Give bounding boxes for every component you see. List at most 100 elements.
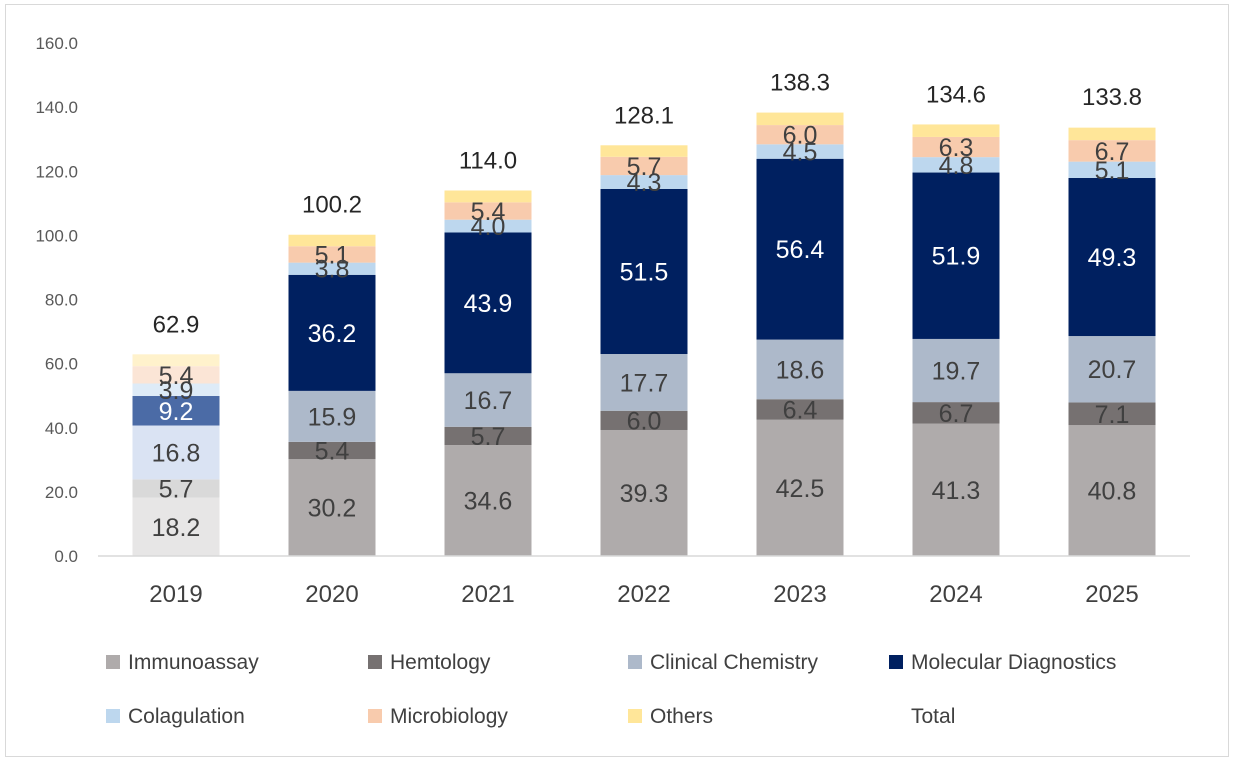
segment-value-label: 7.1	[1095, 401, 1130, 429]
bar-segment-colagulation-2019	[132, 383, 220, 397]
segment-value-label: 43.9	[464, 290, 513, 318]
total-value-label: 138.3	[770, 70, 830, 97]
bar-segment-others-2020	[288, 234, 376, 247]
bar-segment-hemtology-2020	[288, 441, 376, 460]
segment-value-label: 20.7	[1088, 356, 1137, 384]
bars	[132, 112, 1156, 556]
legend-item-colagulation: Colagulation	[106, 705, 245, 728]
segment-value-label: 34.6	[464, 488, 513, 516]
bar-segment-others-2025	[1068, 127, 1156, 141]
legend-label: Hemtology	[390, 651, 491, 674]
y-tick-label: 100.0	[35, 226, 78, 245]
legend-swatch	[368, 655, 382, 669]
segment-value-label: 36.2	[308, 320, 357, 348]
bar-segment-hemtology-2024	[912, 402, 1000, 424]
legend-item-immunoassay: Immunoassay	[106, 651, 259, 674]
segment-value-label: 5.1	[1095, 157, 1130, 185]
bar-segment-immunoassay-2023	[756, 419, 844, 556]
bar-segment-molecular-diagnostics-2023	[756, 158, 844, 340]
x-category-label: 2025	[1085, 581, 1138, 608]
segment-value-label: 5.4	[471, 198, 506, 226]
x-category-label: 2022	[617, 581, 670, 608]
legend-swatch	[628, 655, 642, 669]
segment-value-label: 6.4	[783, 396, 818, 424]
legend: Immunoassay Hemtology Clinical Chemistry Mo…	[106, 651, 1116, 728]
segment-value-label: 41.3	[932, 477, 981, 505]
segment-value-label: 9.2	[159, 398, 194, 426]
bar-segment-hemtology-2025	[1068, 402, 1156, 426]
legend-label: Others	[650, 705, 713, 728]
segment-value-label: 5.1	[315, 241, 350, 269]
y-tick-label: 0.0	[54, 547, 78, 566]
bar-segment-immunoassay-2019	[132, 497, 220, 556]
bar-segment-microbiology-2022	[600, 156, 688, 176]
y-tick-label: 160.0	[35, 34, 78, 53]
legend-swatch	[628, 709, 642, 723]
segment-value-label: 3.8	[315, 256, 350, 284]
segment-value-label: 39.3	[620, 480, 669, 508]
bar-segment-immunoassay-2020	[288, 459, 376, 556]
bar-segment-clinical-chemistry-2021	[444, 373, 532, 427]
legend-item-hemtology: Hemtology	[368, 651, 491, 674]
segment-value-label: 6.0	[783, 122, 818, 150]
bar-segment-microbiology-2024	[912, 136, 1000, 158]
bar-segment-others-2022	[600, 145, 688, 157]
bar-segment-hemtology-2023	[756, 399, 844, 420]
y-tick-label: 20.0	[45, 483, 78, 502]
bar-segment-microbiology-2019	[132, 366, 220, 384]
bar-segment-clinical-chemistry-2022	[600, 354, 688, 411]
bar-segment-clinical-chemistry-2025	[1068, 336, 1156, 403]
total-value-label: 62.9	[153, 311, 200, 338]
segment-value-label: 49.3	[1088, 244, 1137, 272]
y-axis: 0.0 20.0 40.0 60.0 80.0 100.0 120.0 140.0 160.0	[35, 34, 78, 566]
segment-value-label: 40.8	[1088, 478, 1137, 506]
bar-segment-hemtology-2019	[132, 479, 220, 498]
bar-segment-molecular-diagnostics-2020	[288, 274, 376, 391]
legend-item-microbiology: Microbiology	[368, 705, 508, 728]
bar-segment-clinical-chemistry-2023	[756, 339, 844, 400]
y-tick-label: 80.0	[45, 291, 78, 310]
segment-value-label: 17.7	[620, 369, 669, 397]
y-tick-label: 60.0	[45, 355, 78, 374]
segment-value-label: 18.2	[152, 514, 201, 542]
chart-frame: 0.0 20.0 40.0 60.0 80.0 100.0 120.0 140.0 160.0 …	[5, 4, 1229, 757]
segment-value-label: 42.5	[776, 475, 825, 503]
total-labels: 62.9 100.2 114.0 128.1 138.3 134.6 133.8	[153, 70, 1142, 339]
segment-value-label: 4.8	[939, 152, 974, 180]
x-category-label: 2020	[305, 581, 358, 608]
legend-swatch	[368, 709, 382, 723]
segment-value-label: 5.4	[315, 438, 350, 466]
legend-swatch	[106, 709, 120, 723]
bar-segment-colagulation-2022	[600, 175, 688, 189]
bar-segment-clinical-chemistry-2020	[288, 390, 376, 442]
bar-segment-molecular-diagnostics-2021	[444, 232, 532, 374]
segment-value-label: 51.9	[932, 243, 981, 271]
bar-segment-immunoassay-2021	[444, 445, 532, 556]
total-value-label: 100.2	[302, 192, 362, 219]
bar-segment-molecular-diagnostics-2022	[600, 188, 688, 355]
segment-value-label: 5.4	[159, 362, 194, 390]
total-value-label: 128.1	[614, 102, 674, 129]
bar-segment-colagulation-2025	[1068, 161, 1156, 178]
bar-segment-others-2019	[132, 354, 220, 367]
segment-value-label: 6.0	[627, 407, 662, 435]
segment-value-label: 5.7	[627, 153, 662, 181]
total-value-label: 134.6	[926, 81, 986, 108]
legend-item-molecular-diagnostics: Molecular Diagnostics	[889, 651, 1116, 674]
x-category-label: 2019	[149, 581, 202, 608]
bar-segment-others-2024	[912, 124, 1000, 137]
bar-segment-microbiology-2020	[288, 246, 376, 263]
segment-value-label: 30.2	[308, 495, 357, 523]
segment-value-label: 4.0	[471, 213, 506, 241]
legend-item-clinical-chemistry: Clinical Chemistry	[628, 651, 819, 674]
segment-value-label: 5.7	[471, 423, 506, 451]
segment-value-label: 6.7	[1095, 138, 1130, 166]
segment-value-label: 16.7	[464, 387, 513, 415]
legend-label: Microbiology	[390, 705, 508, 728]
legend-label: Immunoassay	[128, 651, 259, 674]
x-category-label: 2023	[773, 581, 826, 608]
segment-value-label: 6.3	[939, 134, 974, 162]
bar-segment-clinical-chemistry-2019	[132, 425, 220, 480]
bar-segment-immunoassay-2025	[1068, 425, 1156, 556]
bar-segment-molecular-diagnostics-2024	[912, 172, 1000, 339]
